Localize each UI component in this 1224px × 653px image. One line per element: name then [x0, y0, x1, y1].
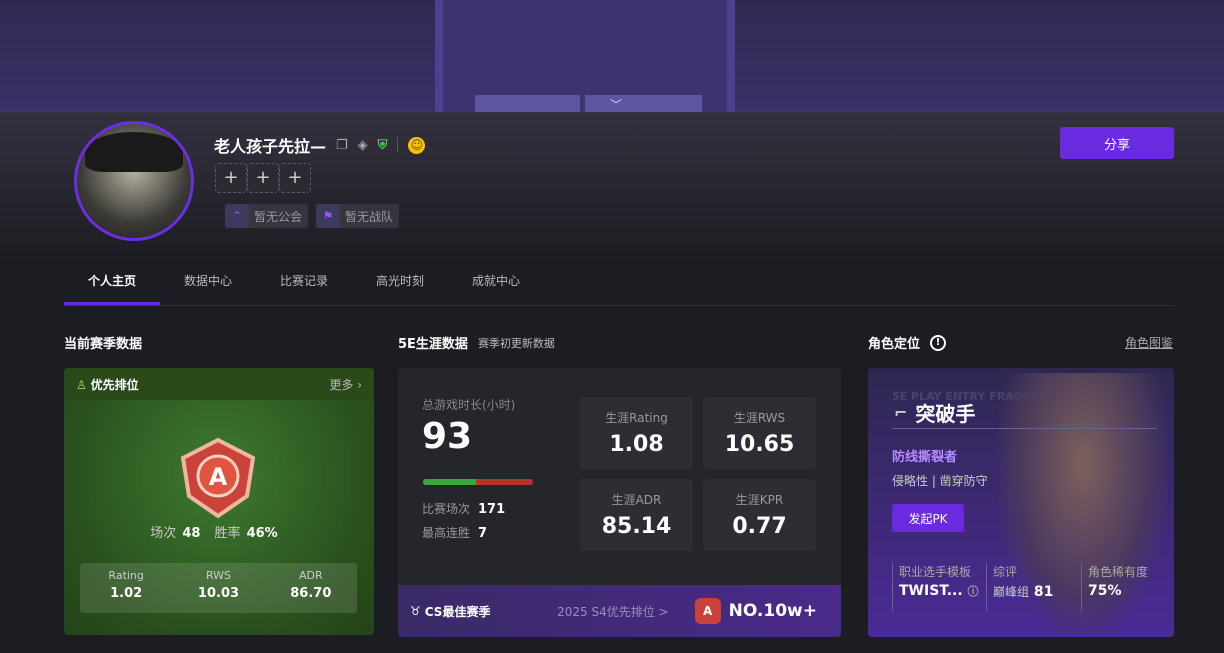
profile-header [0, 112, 1224, 262]
add-badge-button[interactable]: + [279, 163, 311, 193]
rank-badge-icon: A [180, 437, 256, 519]
best-season-bar[interactable]: ♉ CS最佳赛季 2025 S4优先排位 > A NO.10w+ [398, 585, 841, 637]
season-title: 当前赛季数据 [64, 337, 143, 352]
section-title-season: 当前赛季数据 [64, 333, 142, 352]
winrate-label: 胜率 [214, 526, 241, 541]
guild-icon: ⌃ [225, 204, 249, 228]
affiliation-tags: ⌃ 暂无公会 ⚑ 暂无战队 [225, 204, 400, 228]
svg-text:A: A [209, 463, 228, 491]
win-loss-bar [423, 479, 533, 485]
medal-icon: ♉ [410, 604, 421, 618]
chevron-down-icon[interactable]: ﹀ [610, 98, 623, 112]
role-traits: 侵略性 | 凿穿防守 [892, 474, 988, 488]
rank-mode-icon: ♙ [76, 377, 87, 392]
team-tag[interactable]: ⚑ 暂无战队 [316, 204, 400, 228]
career-subtitle: 赛季初更新数据 [477, 336, 555, 350]
banner-art [435, 0, 735, 112]
profile-tabs: 个人主页 数据中心 比赛记录 高光时刻 成就中心 [64, 260, 1174, 306]
username: 老人孩子先拉— [214, 137, 327, 156]
career-stat-rating: 生涯Rating 1.08 [580, 397, 693, 469]
career-stat-rws: 生涯RWS 10.65 [703, 397, 816, 469]
smiley-icon[interactable]: ☺ [408, 136, 426, 154]
pro-template: 职业选手模板 TWIST... ⓘ [892, 563, 979, 611]
role-title: 角色定位 [868, 337, 921, 352]
best-season-label: CS最佳赛季 [424, 604, 491, 619]
career-stat-kpr: 生涯KPR 0.77 [703, 479, 816, 551]
section-title-role: 角色定位! [868, 333, 947, 352]
banner-art-panel [585, 95, 702, 112]
role-card: 5E PLAY ENTRY FRAGGER ⌐ 突破手 防线撕裂者 侵略性 | 凿… [868, 368, 1174, 637]
more-link[interactable]: 更多 › [329, 377, 362, 392]
career-card: 总游戏时长(小时) 93 比赛场次 171 最高连胜 7 生涯Rating 1.08 … [398, 368, 841, 637]
matches-value: 48 [182, 526, 201, 541]
best-season-rank: NO.10w+ [728, 601, 817, 621]
info-icon[interactable]: ! [930, 334, 947, 351]
role-rarity: 角色稀有度 75% [1081, 563, 1148, 611]
info-icon[interactable]: ⓘ [967, 585, 979, 598]
divider [397, 137, 399, 153]
hours-value: 93 [422, 416, 473, 457]
season-summary: 场次 48 胜率 46% [64, 522, 374, 541]
guild-tag[interactable]: ⌃ 暂无公会 [225, 204, 309, 228]
banner-art-panel [475, 95, 580, 112]
season-card-header: ♙ 优先排位 更多 › [64, 368, 374, 400]
avatar[interactable] [74, 121, 194, 241]
matches-label: 场次 [150, 526, 177, 541]
winrate-value: 46% [246, 526, 278, 541]
rank-badge-icon: A [694, 598, 721, 624]
add-badge-button[interactable]: + [247, 163, 279, 193]
tab-data-center[interactable]: 数据中心 [183, 274, 232, 288]
career-title: 5E生涯数据 [398, 337, 468, 352]
copy-icon[interactable]: ❐ [336, 137, 348, 153]
tab-highlights[interactable]: 高光时刻 [375, 274, 424, 288]
profile-banner: ﹀ [0, 0, 1224, 112]
start-pk-button[interactable]: 发起PK [892, 504, 964, 532]
hours-label: 总游戏时长(小时) [422, 398, 516, 412]
season-stats: Rating 1.02 RWS 10.03 ADR 86.70 [80, 563, 357, 613]
overall-rating: 综评 巅峰组 81 [986, 563, 1053, 611]
career-stat-adr: 生涯ADR 85.14 [580, 479, 693, 551]
avatar-art [85, 132, 183, 172]
career-streak: 最高连胜 7 [422, 526, 488, 541]
stat-adr: ADR 86.70 [290, 569, 332, 601]
flag-icon: ⚑ [316, 204, 341, 228]
best-season-link[interactable]: 2025 S4优先排位 > [557, 604, 669, 619]
guild-label: 暂无公会 [254, 209, 303, 224]
badge-slots: + + + [215, 163, 311, 193]
add-badge-button[interactable]: + [215, 163, 247, 193]
role-gallery-link[interactable]: 角色图鉴 [1125, 336, 1174, 350]
stat-rating: Rating 1.02 [108, 569, 144, 601]
career-matches: 比赛场次 171 [422, 502, 506, 517]
share-button[interactable]: 分享 [1060, 127, 1174, 159]
stat-rws: RWS 10.03 [197, 569, 240, 601]
season-mode: ♙ 优先排位 [76, 377, 139, 392]
season-card: ♙ 优先排位 更多 › A 场次 48 胜率 46% Rating 1.02 RWS 1… [64, 368, 374, 635]
profile-name-row: 老人孩子先拉— ❐ ◈ ⛨ ☺ [214, 133, 426, 157]
section-title-career: 5E生涯数据 赛季初更新数据 [398, 333, 555, 353]
verified-shield-icon[interactable]: ⛨ [377, 137, 388, 153]
role-name: ⌐ 突破手 [894, 402, 976, 426]
tab-home[interactable]: 个人主页 [64, 260, 160, 305]
diamond-icon[interactable]: ◈ [357, 137, 368, 153]
team-label: 暂无战队 [345, 209, 394, 224]
tab-achievements[interactable]: 成就中心 [471, 274, 520, 288]
rifle-icon: ⌐ [894, 403, 908, 422]
character-illustration [998, 373, 1168, 633]
divider [892, 428, 1157, 429]
win-fill [423, 479, 476, 485]
role-subtitle: 防线撕裂者 [892, 450, 958, 465]
tab-match-history[interactable]: 比赛记录 [279, 274, 328, 288]
